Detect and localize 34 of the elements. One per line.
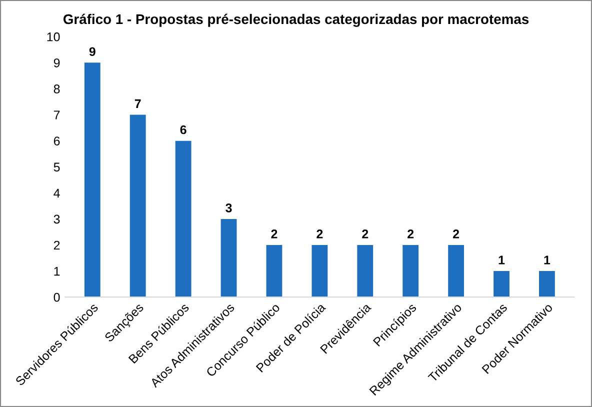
data-label: 9 [89,47,96,56]
y-tick-label: 5 [54,162,60,172]
bar [357,245,374,298]
data-label: 1 [498,256,505,264]
y-tick-label: 7 [54,110,60,120]
bar [402,245,419,298]
data-label: 2 [408,230,414,238]
y-tick-label: 9 [54,58,60,68]
bar [494,271,510,298]
bar [220,218,237,298]
y-tick-label: 1 [54,266,60,276]
bar [539,271,555,298]
y-tick-label: 0 [54,292,60,302]
bar [448,245,464,298]
data-label: 7 [134,99,141,108]
bar [266,245,282,298]
y-tick-label: 4 [54,188,60,198]
chart-title: Gráfico 1 - Propostas pré-selecionadas categorizadas por macrotemas [63,14,529,27]
data-label: 2 [453,230,460,238]
y-tick-label: 3 [54,214,60,224]
bar [84,62,100,298]
y-tick-label: 8 [54,84,60,94]
y-tick-label: 6 [54,136,60,146]
bar [175,140,192,298]
data-label: 3 [226,203,232,212]
y-tick-label: 10 [47,32,60,42]
bar [130,114,146,298]
data-label: 2 [316,230,323,238]
bar [312,245,328,298]
data-label: 1 [544,256,550,264]
data-label: 2 [271,230,278,238]
data-label: 2 [362,230,368,238]
y-tick-label: 2 [54,240,60,250]
data-label: 6 [180,125,186,134]
